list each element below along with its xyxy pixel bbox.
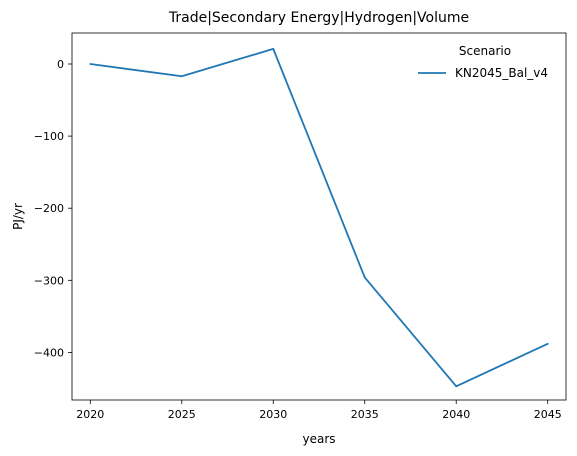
series-layer [89, 47, 549, 388]
data-point [455, 385, 458, 388]
y-tick-label: −200 [34, 202, 64, 215]
x-tick-label: 2025 [168, 408, 196, 421]
y-axis-label: PJ/yr [11, 203, 25, 230]
y-tick-label: −100 [34, 130, 64, 143]
chart-title: Trade|Secondary Energy|Hydrogen|Volume [168, 10, 469, 26]
y-tick-label: 0 [57, 58, 64, 71]
legend-label-kn2045-bal-v4: KN2045_Bal_v4 [455, 66, 548, 80]
x-axis-label: years [302, 432, 335, 446]
legend: Scenario KN2045_Bal_v4 [418, 44, 548, 80]
data-point [272, 47, 275, 50]
x-tick-label: 2045 [534, 408, 562, 421]
x-tick-label: 2020 [76, 408, 104, 421]
data-point [546, 342, 549, 345]
y-tick-label: −300 [34, 274, 64, 287]
plot-area-frame [71, 32, 567, 401]
data-point [180, 75, 183, 78]
x-tick-label: 2040 [442, 408, 470, 421]
x-tick-label: 2030 [259, 408, 287, 421]
series-line-kn2045-bal-v4 [90, 47, 549, 388]
y-axis: 0 −100 −200 −300 −400 [34, 58, 72, 359]
y-tick-label: −400 [34, 346, 64, 359]
x-tick-label: 2035 [351, 408, 379, 421]
x-axis: 2020 2025 2030 2035 2040 2045 [76, 400, 562, 421]
data-point [89, 63, 92, 65]
data-point [363, 276, 366, 279]
legend-title: Scenario [459, 44, 511, 58]
